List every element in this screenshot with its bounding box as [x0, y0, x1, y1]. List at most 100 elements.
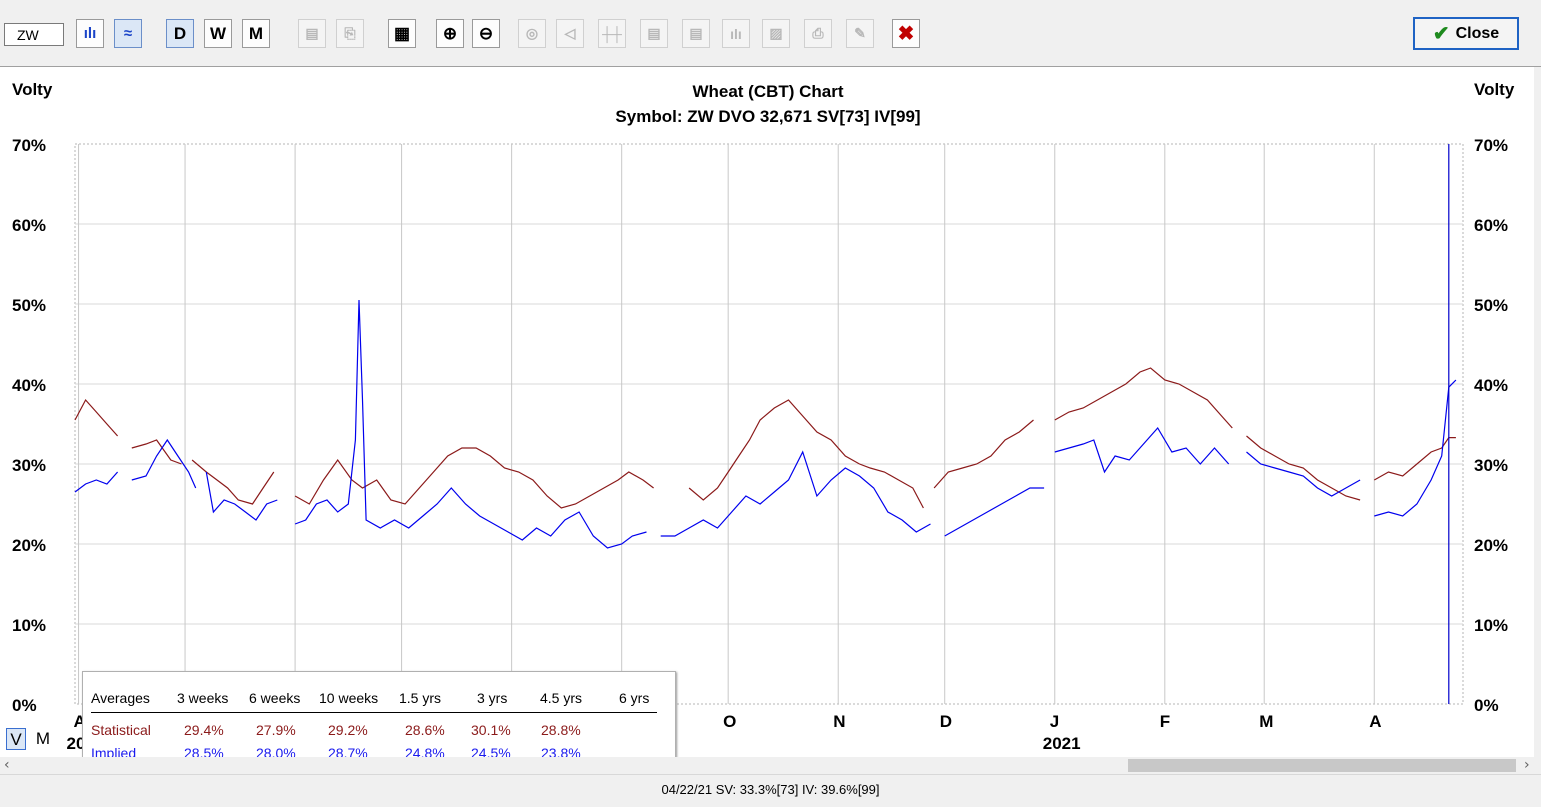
series-line-implied-7	[1246, 451, 1361, 497]
series-line-implied-8	[1374, 379, 1457, 517]
back-button: ◁	[556, 19, 584, 48]
zoom-out-button[interactable]: ⊖	[472, 19, 500, 48]
y-tick-label-right: 10%	[1474, 616, 1508, 635]
y-axis-label-right: Volty	[1474, 80, 1515, 99]
volatility-chart: 0% 0% 10% 10% 20% 20% 30% 30% 40% 40% 50% 50% 60% 60%…	[12, 80, 1515, 753]
calendar-button[interactable]: ▦	[388, 19, 416, 48]
y-tick-label-left: 30%	[12, 456, 46, 475]
y-axis-label-left: Volty	[12, 80, 53, 99]
y-tick-label-left: 40%	[12, 376, 46, 395]
plot-border	[74, 143, 1464, 705]
series-line-implied-3	[294, 299, 647, 549]
chart-area: 0% 0% 10% 10% 20% 20% 30% 30% 40% 40% 50% 50% 60% 60%…	[0, 67, 1535, 775]
scroll-right-icon[interactable]: ›	[1524, 757, 1530, 773]
v-toggle-button[interactable]: V	[6, 728, 26, 750]
series-line-statistical-2	[191, 459, 275, 505]
x-tick-label: D	[940, 712, 952, 731]
y-tick-label-left: 0%	[12, 696, 37, 715]
y-tick-label-right: 30%	[1474, 456, 1508, 475]
series-line-statistical-7	[1246, 435, 1361, 501]
y-tick-label-left: 50%	[12, 296, 46, 315]
x-tick-label: A	[1369, 712, 1381, 731]
x-tick-label: J	[1050, 712, 1059, 731]
averages-cell: Statistical	[91, 722, 151, 738]
zoom-in-button[interactable]: ⊕	[436, 19, 464, 48]
x-tick-label: N	[833, 712, 845, 731]
averages-header-row: Averages 3 weeks 6 weeks 10 weeks 1.5 yrs 3 y…	[83, 690, 675, 710]
series-line-implied-1	[131, 438, 197, 489]
averages-cell: 29.2%	[328, 722, 368, 738]
averages-cell: 1.5 yrs	[399, 690, 442, 706]
x-tick-label: O	[723, 712, 736, 731]
series-line-statistical-1	[131, 439, 182, 465]
averages-cell: 28.8%	[541, 722, 581, 738]
series-line-statistical-6	[1054, 367, 1233, 429]
close-label: Close	[1455, 24, 1500, 42]
series-line-implied-2	[205, 471, 278, 521]
series-line-implied-0	[74, 471, 119, 493]
averages-cell: 3 weeks	[177, 690, 229, 706]
status-text: 04/22/21 SV: 33.3%[73] IV: 39.6%[99]	[661, 782, 880, 797]
y-tick-label-right: 40%	[1474, 376, 1508, 395]
weekly-button[interactable]: W	[204, 19, 232, 48]
print-button: ⎙	[804, 19, 832, 48]
scroll-left-icon[interactable]: ‹	[4, 757, 10, 773]
series-line-statistical-4	[688, 399, 924, 509]
toolbar: ılı ≈ DWM ▤ ⎘ ▦ ⊕ ⊖ ◎ ◁ ┼┼ ▤ ▤ ılı ▨ ⎙ ✎ ✖ ✔ Close	[0, 0, 1541, 67]
daily-button[interactable]: D	[166, 19, 194, 48]
averages-cell: 29.4%	[184, 722, 224, 738]
indicator-button: ┼┼	[598, 19, 626, 48]
status-bar: 04/22/21 SV: 33.3%[73] IV: 39.6%[99]	[0, 774, 1541, 807]
vertical-scrollbar[interactable]	[1534, 67, 1541, 757]
monthly-button[interactable]: M	[242, 19, 270, 48]
averages-cell: 28.6%	[405, 722, 445, 738]
series-line-statistical-3	[294, 447, 654, 509]
y-tick-label-right: 70%	[1474, 136, 1508, 155]
bar-chart-button[interactable]: ılı	[76, 19, 104, 48]
close-button[interactable]: ✔ Close	[1413, 17, 1519, 50]
y-tick-label-right: 50%	[1474, 296, 1508, 315]
horizontal-scrollbar[interactable]: ‹ ›	[0, 757, 1541, 774]
series-line-statistical-8	[1374, 437, 1456, 481]
y-tick-label-left: 70%	[12, 136, 46, 155]
averages-cell: 27.9%	[256, 722, 296, 738]
series-line-implied-4	[660, 450, 931, 537]
m-toggle-button[interactable]: M	[35, 729, 51, 748]
averages-cell: 3 yrs	[477, 690, 508, 706]
list-button: ▤	[640, 19, 668, 48]
chart-title: Wheat (CBT) Chart	[692, 82, 843, 101]
series-line-statistical-5	[933, 419, 1034, 489]
averages-cell: 10 weeks	[319, 690, 379, 706]
list2-button: ▤	[682, 19, 710, 48]
series-line-statistical-0	[74, 398, 119, 437]
series-line-implied-6	[1054, 426, 1230, 474]
averages-divider	[91, 712, 657, 713]
checkmark-icon: ✔	[1432, 23, 1450, 45]
y-tick-label-left: 10%	[12, 616, 46, 635]
series-line-implied-5	[944, 487, 1045, 537]
averages-row-statistical: Statistical 29.4% 27.9% 29.2% 28.6% 30.1% 28.8…	[83, 722, 675, 742]
bars-button: ılı	[722, 19, 750, 48]
averages-cell: 6 weeks	[249, 690, 301, 706]
averages-cell: 4.5 yrs	[540, 690, 583, 706]
averages-cell: 6 yrs	[619, 690, 650, 706]
copy-button: ⎘	[336, 19, 364, 48]
y-tick-label-right: 0%	[1474, 696, 1499, 715]
table-button: ▤	[298, 19, 326, 48]
year-label: 2021	[1043, 734, 1081, 753]
y-tick-label-left: 60%	[12, 216, 46, 235]
chart-subtitle: Symbol: ZW DVO 32,671 SV[73] IV[99]	[615, 107, 920, 126]
x-tick-label: M	[1259, 712, 1273, 731]
averages-cell: 30.1%	[471, 722, 511, 738]
averages-cell: Averages	[91, 690, 150, 706]
line-chart-button[interactable]: ≈	[114, 19, 142, 48]
scroll-thumb[interactable]	[1128, 759, 1516, 772]
target-button: ◎	[518, 19, 546, 48]
chart2-button: ▨	[762, 19, 790, 48]
delete-button[interactable]: ✖	[892, 19, 920, 48]
y-tick-label-left: 20%	[12, 536, 46, 555]
symbol-input[interactable]	[4, 23, 64, 46]
y-tick-label-right: 60%	[1474, 216, 1508, 235]
pencil-button: ✎	[846, 19, 874, 48]
y-tick-label-right: 20%	[1474, 536, 1508, 555]
